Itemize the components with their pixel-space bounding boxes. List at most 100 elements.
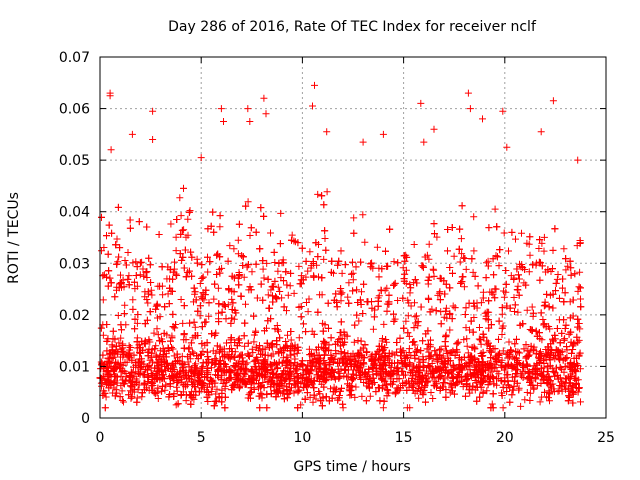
data-point bbox=[185, 345, 193, 353]
data-point bbox=[234, 236, 242, 244]
data-point bbox=[133, 263, 141, 271]
data-point bbox=[230, 362, 238, 369]
data-point bbox=[567, 264, 575, 272]
data-point bbox=[474, 282, 482, 290]
data-point bbox=[523, 239, 531, 247]
data-point bbox=[327, 268, 335, 276]
data-point bbox=[296, 280, 304, 288]
data-point bbox=[227, 334, 235, 342]
data-point bbox=[322, 246, 330, 254]
data-point bbox=[134, 369, 142, 377]
data-point bbox=[191, 288, 199, 296]
data-point bbox=[176, 250, 184, 258]
data-point bbox=[430, 369, 437, 377]
data-point bbox=[97, 324, 105, 332]
data-point bbox=[525, 268, 533, 276]
data-point bbox=[552, 346, 560, 354]
data-point bbox=[425, 363, 433, 371]
data-point bbox=[496, 246, 504, 254]
data-point bbox=[125, 391, 133, 399]
data-point bbox=[221, 302, 229, 310]
data-point bbox=[513, 286, 521, 294]
data-point bbox=[153, 389, 161, 397]
data-point bbox=[187, 248, 195, 256]
data-point bbox=[256, 404, 264, 412]
data-point bbox=[406, 280, 414, 288]
data-point bbox=[337, 297, 345, 305]
data-point bbox=[338, 289, 346, 297]
data-point bbox=[196, 302, 204, 310]
data-point bbox=[225, 285, 233, 293]
data-point bbox=[469, 268, 477, 276]
data-point bbox=[178, 391, 185, 398]
data-point bbox=[316, 291, 324, 299]
data-point bbox=[350, 229, 358, 237]
data-point bbox=[217, 376, 225, 384]
data-point bbox=[444, 226, 452, 233]
data-point bbox=[221, 360, 229, 368]
data-point bbox=[331, 388, 339, 396]
data-point bbox=[129, 259, 137, 267]
data-point bbox=[260, 274, 268, 282]
data-point bbox=[312, 395, 320, 403]
data-point bbox=[337, 318, 345, 326]
data-point bbox=[118, 279, 125, 287]
data-point bbox=[261, 356, 269, 364]
data-point bbox=[310, 377, 318, 384]
data-point bbox=[479, 378, 486, 386]
data-point bbox=[477, 340, 485, 348]
data-point bbox=[218, 371, 226, 379]
data-point bbox=[119, 340, 127, 348]
data-point bbox=[535, 245, 543, 252]
data-point bbox=[381, 344, 389, 352]
data-point bbox=[560, 245, 568, 253]
data-point bbox=[209, 208, 217, 216]
data-point bbox=[560, 336, 568, 344]
data-point bbox=[491, 345, 499, 353]
data-point bbox=[298, 361, 306, 369]
data-point bbox=[405, 332, 413, 340]
data-point bbox=[500, 229, 508, 237]
data-point bbox=[436, 274, 444, 282]
data-point bbox=[310, 330, 318, 338]
data-point bbox=[409, 338, 416, 346]
data-point bbox=[397, 384, 404, 392]
data-point bbox=[466, 326, 473, 334]
data-point bbox=[361, 238, 369, 246]
data-point bbox=[309, 358, 317, 366]
data-point bbox=[489, 290, 497, 298]
data-point bbox=[536, 398, 544, 406]
data-point bbox=[539, 316, 547, 323]
data-point bbox=[501, 378, 509, 386]
data-point bbox=[410, 324, 418, 332]
data-point bbox=[372, 350, 380, 358]
data-point bbox=[349, 276, 357, 284]
data-point bbox=[434, 291, 442, 299]
data-point bbox=[556, 382, 564, 389]
data-point bbox=[158, 387, 166, 395]
data-point bbox=[176, 194, 184, 202]
data-point bbox=[183, 372, 191, 380]
data-point bbox=[488, 400, 496, 408]
data-point bbox=[513, 335, 520, 343]
data-point bbox=[333, 303, 341, 311]
data-point bbox=[359, 310, 367, 317]
data-point bbox=[546, 397, 553, 405]
data-point bbox=[279, 354, 287, 362]
data-point bbox=[253, 376, 260, 384]
data-point bbox=[288, 236, 295, 244]
data-point bbox=[271, 259, 279, 266]
data-point bbox=[159, 371, 167, 379]
data-point bbox=[551, 372, 559, 380]
data-point bbox=[133, 398, 141, 406]
data-point bbox=[493, 375, 500, 383]
data-point bbox=[281, 376, 289, 384]
data-point bbox=[169, 275, 177, 283]
data-point bbox=[561, 375, 569, 383]
data-point bbox=[132, 379, 140, 387]
data-point bbox=[111, 293, 119, 301]
data-point bbox=[118, 387, 126, 395]
data-point bbox=[368, 304, 376, 312]
data-point bbox=[109, 335, 117, 343]
data-point bbox=[461, 255, 469, 262]
